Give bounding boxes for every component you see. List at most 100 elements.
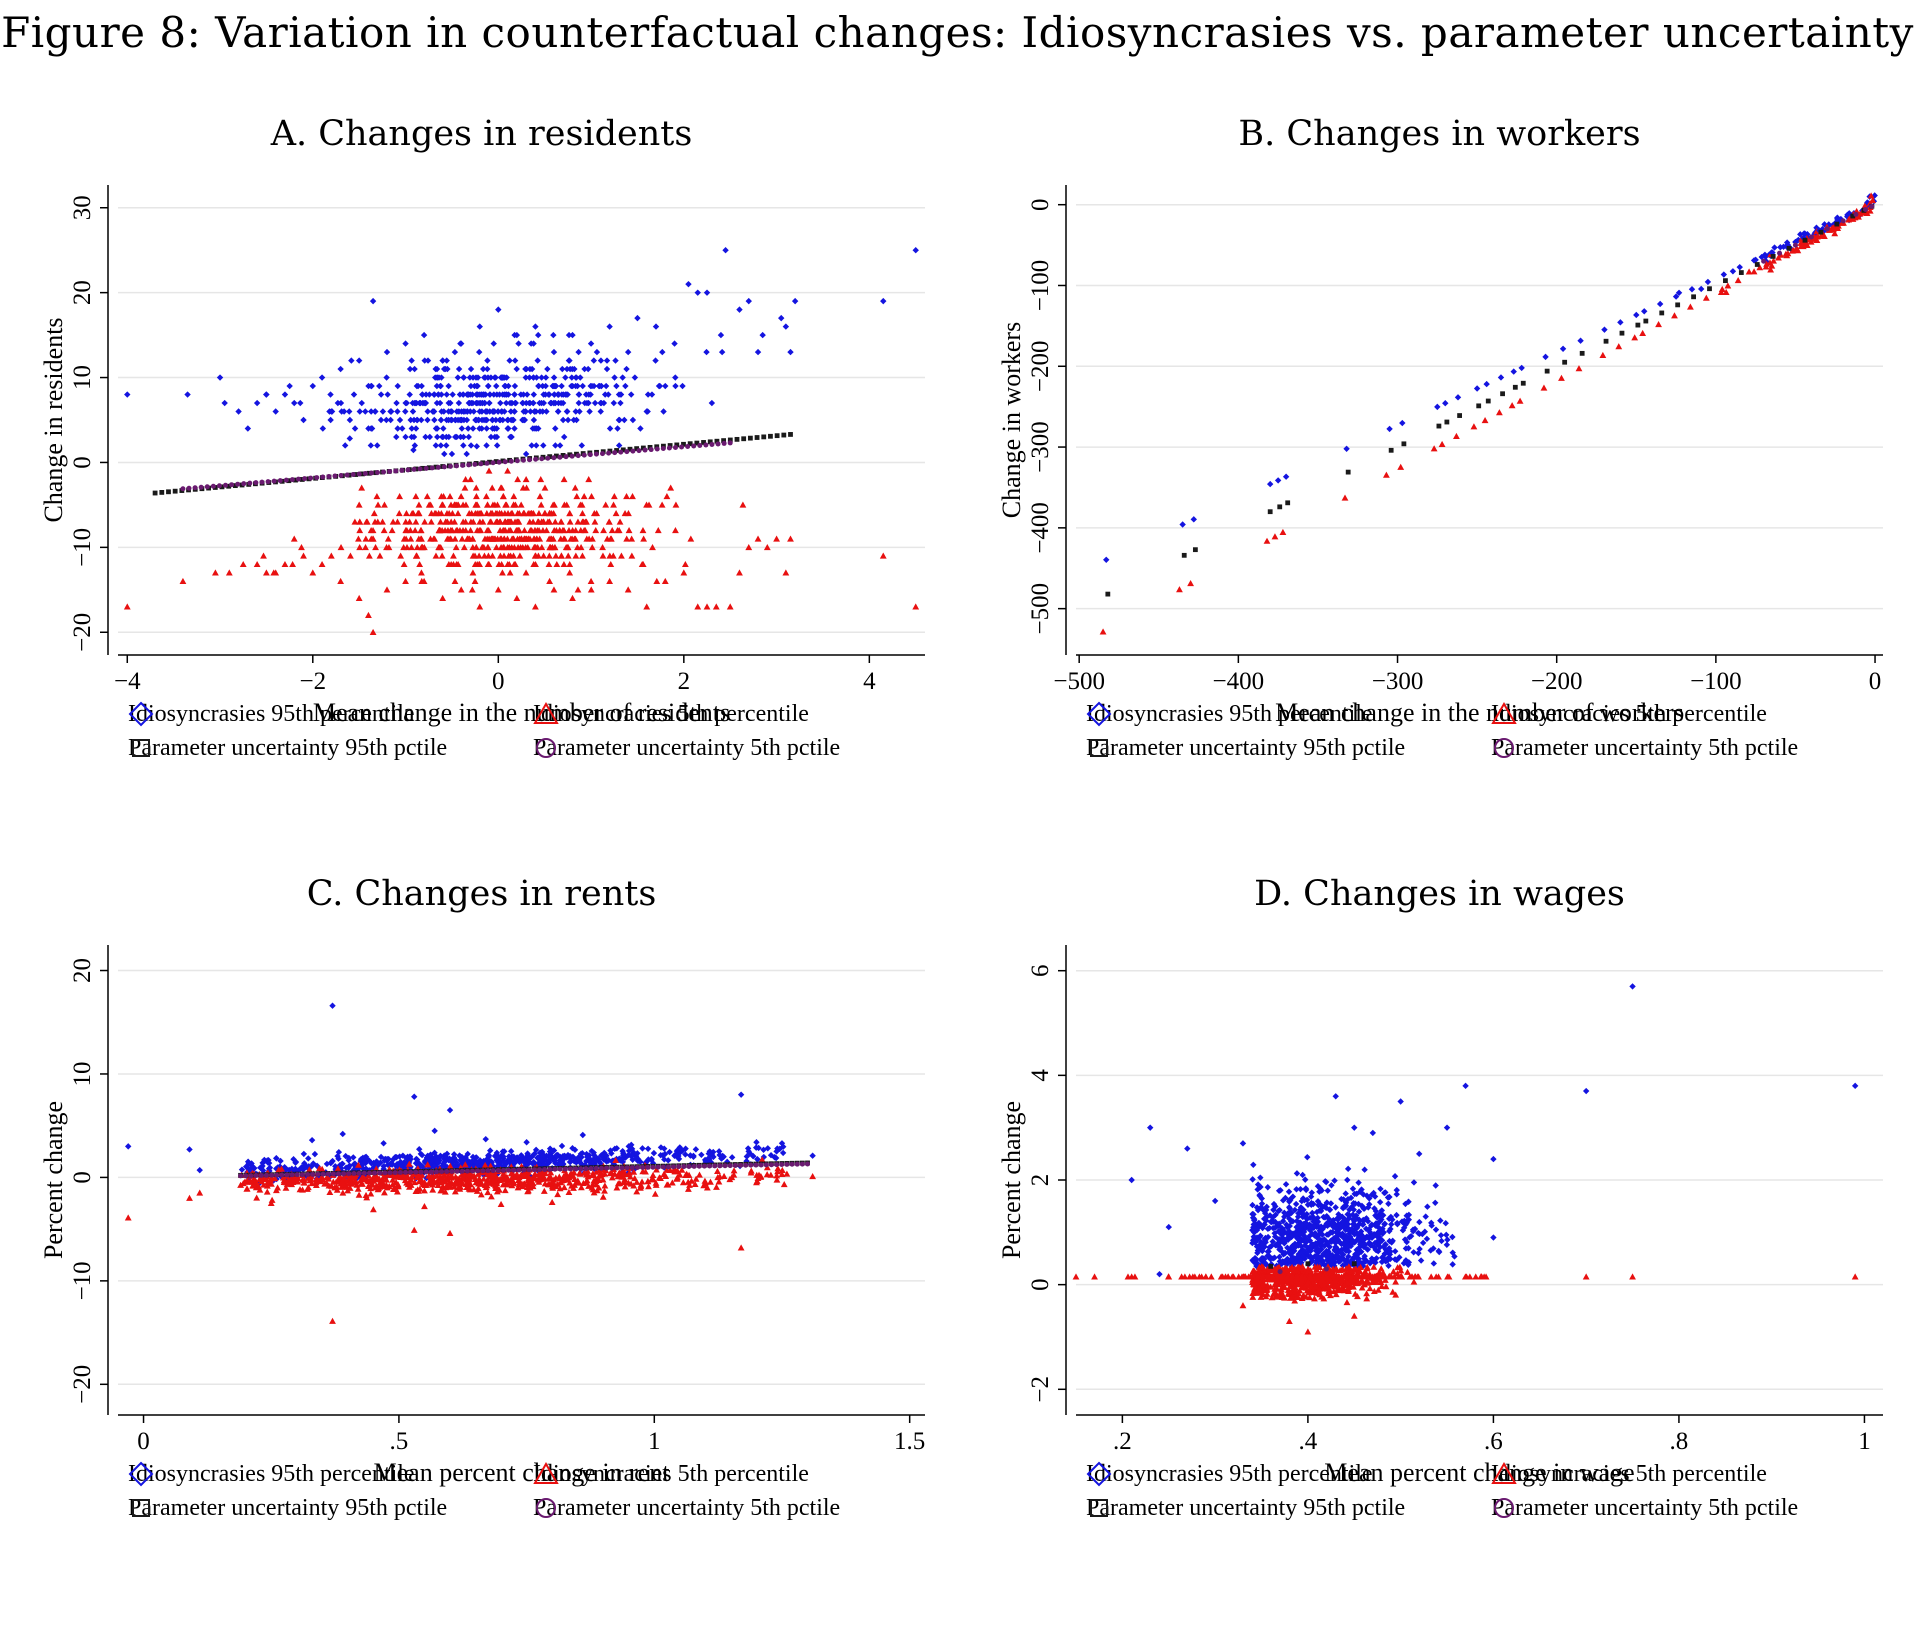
scatter-point xyxy=(566,357,572,363)
scatter-point xyxy=(1394,1187,1400,1193)
scatter-point xyxy=(628,552,635,558)
scatter-point xyxy=(576,408,582,414)
scatter-point xyxy=(600,527,607,533)
scatter-point xyxy=(493,383,499,389)
scatter-point xyxy=(637,425,643,431)
scatter-point xyxy=(727,603,734,609)
scatter-point xyxy=(1416,1219,1422,1225)
scatter-point xyxy=(393,468,398,473)
scatter-point xyxy=(384,391,390,397)
y-axis-label: Change in workers xyxy=(997,322,1026,518)
scatter-point xyxy=(660,408,666,414)
scatter-point xyxy=(563,1167,568,1172)
scatter-point xyxy=(604,357,610,363)
scatter-point xyxy=(465,1169,470,1174)
scatter-point xyxy=(284,478,289,483)
scatter-point xyxy=(229,482,234,487)
scatter-point xyxy=(125,1214,132,1220)
scatter-point xyxy=(649,391,655,397)
x-tick-label: −2 xyxy=(299,668,326,695)
scatter-point xyxy=(412,493,419,499)
scatter-point xyxy=(636,448,641,453)
scatter-point xyxy=(305,1155,311,1161)
scatter-point xyxy=(743,1163,748,1168)
scatter-point xyxy=(1657,301,1663,307)
scatter-point xyxy=(576,453,581,458)
x-tick-label: 1.5 xyxy=(894,1428,925,1455)
scatter-point xyxy=(764,1162,769,1167)
scatter-point xyxy=(713,603,720,609)
scatter-point xyxy=(585,366,591,372)
scatter-point xyxy=(576,400,582,406)
scatter-point xyxy=(197,1167,203,1173)
x-tick-label: −4 xyxy=(114,668,141,695)
scatter-point xyxy=(602,502,609,508)
scatter-point xyxy=(1272,533,1279,539)
scatter-point xyxy=(269,1173,274,1178)
scatter-point xyxy=(643,603,650,609)
scatter-point xyxy=(598,357,604,363)
scatter-point xyxy=(1264,538,1271,544)
legend-item-idio95: Idiosyncrasies 95th percentile xyxy=(128,701,415,728)
scatter-point xyxy=(640,1165,645,1170)
scatter-point xyxy=(672,374,678,380)
scatter-point xyxy=(531,391,537,397)
scatter-point xyxy=(779,1162,784,1167)
scatter-point xyxy=(395,383,401,389)
scatter-point xyxy=(1498,374,1504,380)
scatter-point xyxy=(659,349,665,355)
scatter-point xyxy=(531,417,537,423)
scatter-point xyxy=(1432,1182,1438,1188)
scatter-point xyxy=(469,586,476,592)
scatter-point xyxy=(460,1169,465,1174)
scatter-point xyxy=(774,1162,779,1167)
scatter-point xyxy=(1513,385,1518,390)
scatter-point xyxy=(401,561,408,567)
figure-title: Figure 8: Variation in counterfactual ch… xyxy=(0,8,1915,57)
scatter-point xyxy=(543,374,549,380)
scatter-point xyxy=(722,441,727,446)
scatter-point xyxy=(259,1173,264,1178)
scatter-point xyxy=(348,357,354,363)
x-tick-label: .4 xyxy=(1299,1428,1318,1455)
scatter-point xyxy=(411,1094,417,1100)
scatter-point xyxy=(692,1164,697,1169)
scatter-point xyxy=(486,468,493,474)
scatter-point xyxy=(546,578,553,584)
scatter-point xyxy=(537,476,544,482)
scatter-point xyxy=(377,1170,382,1175)
scatter-point xyxy=(514,366,520,372)
scatter-point xyxy=(622,383,628,389)
scatter-point xyxy=(495,408,501,414)
legend-item-idio5: Idiosyncracies 5th percentile xyxy=(1491,701,1767,728)
scatter-point xyxy=(282,391,288,397)
scatter-point xyxy=(1294,1170,1300,1176)
scatter-point xyxy=(617,400,623,406)
scatter-point xyxy=(212,569,219,575)
scatter-point xyxy=(205,484,210,489)
scatter-point xyxy=(448,464,453,469)
scatter-point xyxy=(535,383,541,389)
scatter-point xyxy=(537,1167,542,1172)
scatter-point xyxy=(572,485,579,491)
scatter-point xyxy=(578,1166,583,1171)
scatter-point xyxy=(676,1164,681,1169)
scatter-point xyxy=(552,425,558,431)
scatter-point xyxy=(1577,338,1583,344)
y-axis-label: Percent change xyxy=(997,1101,1026,1259)
scatter-point xyxy=(667,485,674,491)
scatter-point xyxy=(468,442,474,448)
scatter-point xyxy=(630,1165,635,1170)
scatter-point xyxy=(1599,352,1606,358)
scatter-point xyxy=(532,603,539,609)
scatter-point xyxy=(484,502,491,508)
scatter-point xyxy=(746,298,752,304)
scatter-point xyxy=(788,432,793,437)
scatter-point xyxy=(681,1164,686,1169)
scatter-point xyxy=(264,1173,269,1178)
scatter-point xyxy=(1389,448,1394,453)
scatter-point xyxy=(380,1140,386,1146)
legend-label: Idiosyncrasies 95th percentile xyxy=(128,701,415,728)
scatter-point xyxy=(1176,586,1183,592)
